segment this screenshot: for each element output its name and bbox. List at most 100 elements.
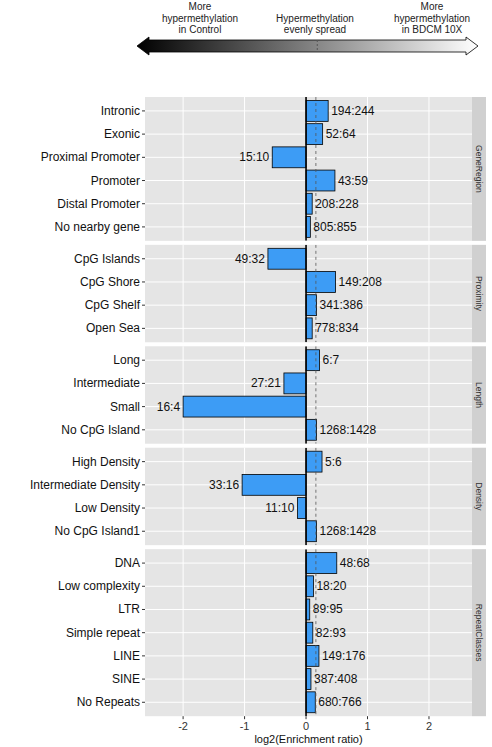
category-label: Proximal Promoter (41, 150, 140, 164)
grid-line (145, 484, 472, 485)
color-bar-label: Morehypermethylationin BDCM 10X (394, 1, 470, 35)
tick (142, 281, 145, 282)
zero-line (305, 346, 307, 443)
label-line: evenly spread (284, 24, 346, 35)
tick (142, 328, 145, 329)
panel-background (145, 97, 472, 241)
bar (306, 193, 312, 214)
bar-annotation: 33:16 (209, 478, 239, 492)
grid-line (306, 448, 307, 545)
bars (242, 448, 322, 545)
tick (142, 383, 145, 384)
tick (142, 461, 145, 462)
tick (142, 157, 145, 158)
bar (242, 474, 306, 495)
grid-line (306, 245, 307, 342)
bar (306, 272, 336, 293)
strip (472, 448, 486, 545)
tick (306, 716, 307, 719)
grid-line (367, 97, 368, 241)
category-label: Low Density (75, 501, 140, 515)
grid-line (145, 508, 472, 509)
bar (306, 419, 316, 440)
bar (306, 100, 328, 121)
zero-line (305, 549, 307, 716)
strip (472, 346, 486, 443)
grid-line (306, 346, 307, 443)
bar (306, 622, 313, 643)
tick (142, 226, 145, 227)
bar-annotation: 18:20 (316, 579, 346, 593)
axis-label: log2(Enrichment ratio) (254, 733, 362, 745)
reference-line (315, 448, 316, 545)
bar (306, 645, 319, 666)
tick-label: 0 (303, 720, 309, 732)
tick (142, 360, 145, 361)
grid-line (306, 549, 307, 716)
grid-line (183, 97, 184, 241)
tick (142, 406, 145, 407)
category-label: Distal Promoter (57, 197, 140, 211)
grid-line (183, 448, 184, 545)
tick (142, 305, 145, 306)
category-label: No CpG Island1 (55, 524, 141, 538)
category-label: High Density (72, 455, 140, 469)
bar (306, 350, 320, 371)
category-label: Intermediate (73, 376, 140, 390)
label-line: More (189, 1, 212, 12)
grid-line (428, 245, 429, 342)
bar-annotation: 194:244 (331, 104, 375, 118)
bar-annotation: 82:93 (316, 626, 346, 640)
panel: Length6:727:2116:41268:1428LongIntermedi… (61, 346, 486, 443)
category-label: CpG Shelf (85, 298, 141, 312)
category-label: No Repeats (77, 695, 140, 709)
tick (142, 632, 145, 633)
category-label: SINE (112, 672, 140, 686)
tick (142, 586, 145, 587)
tick (142, 203, 145, 204)
category-label: No CpG Island (61, 423, 140, 437)
label-line: in BDCM 10X (402, 24, 463, 35)
strip-label: Density (474, 482, 484, 511)
bar (268, 248, 306, 269)
panel-background (145, 549, 472, 716)
grid-line (428, 97, 429, 241)
panel: GeneRegion194:24452:6415:1043:59208:2288… (41, 97, 486, 241)
strip-label: Proximity (474, 276, 484, 312)
category-label: Intronic (101, 104, 140, 118)
category-label: DNA (115, 556, 140, 570)
panel-background (145, 346, 472, 443)
tick (142, 484, 145, 485)
grid-line (183, 245, 184, 342)
background (0, 0, 492, 747)
bar (306, 124, 323, 145)
tick (142, 702, 145, 703)
category-label: No nearby gene (55, 220, 141, 234)
category-label: Simple repeat (66, 626, 141, 640)
bar-annotation: 341:386 (319, 298, 363, 312)
bar (306, 521, 316, 542)
tick-label: -2 (178, 720, 188, 732)
bar-annotation: 6:7 (323, 353, 340, 367)
label-line: hypermethylation (162, 13, 238, 24)
color-bar-center (317, 40, 318, 52)
grid-line (183, 346, 184, 443)
tick-label: 2 (426, 720, 432, 732)
bar-annotation: 680:766 (318, 695, 362, 709)
grid-line (428, 346, 429, 443)
bar-annotation: 49:32 (235, 252, 265, 266)
grid-line (145, 258, 472, 259)
grid-line (244, 346, 245, 443)
category-label: Small (110, 400, 140, 414)
tick (367, 716, 368, 719)
bar (306, 318, 312, 339)
bar-annotation: 1268:1428 (319, 423, 376, 437)
panel: RepeatClasses48:6818:2089:9582:93149:176… (58, 549, 486, 745)
bar-annotation: 15:10 (239, 150, 269, 164)
bar-annotation: 1268:1428 (319, 524, 376, 538)
panel-background (145, 245, 472, 342)
bar-annotation: 778:834 (315, 321, 359, 335)
label-line: hypermethylation (394, 13, 470, 24)
panel-background (145, 448, 472, 545)
grid-line (428, 448, 429, 545)
